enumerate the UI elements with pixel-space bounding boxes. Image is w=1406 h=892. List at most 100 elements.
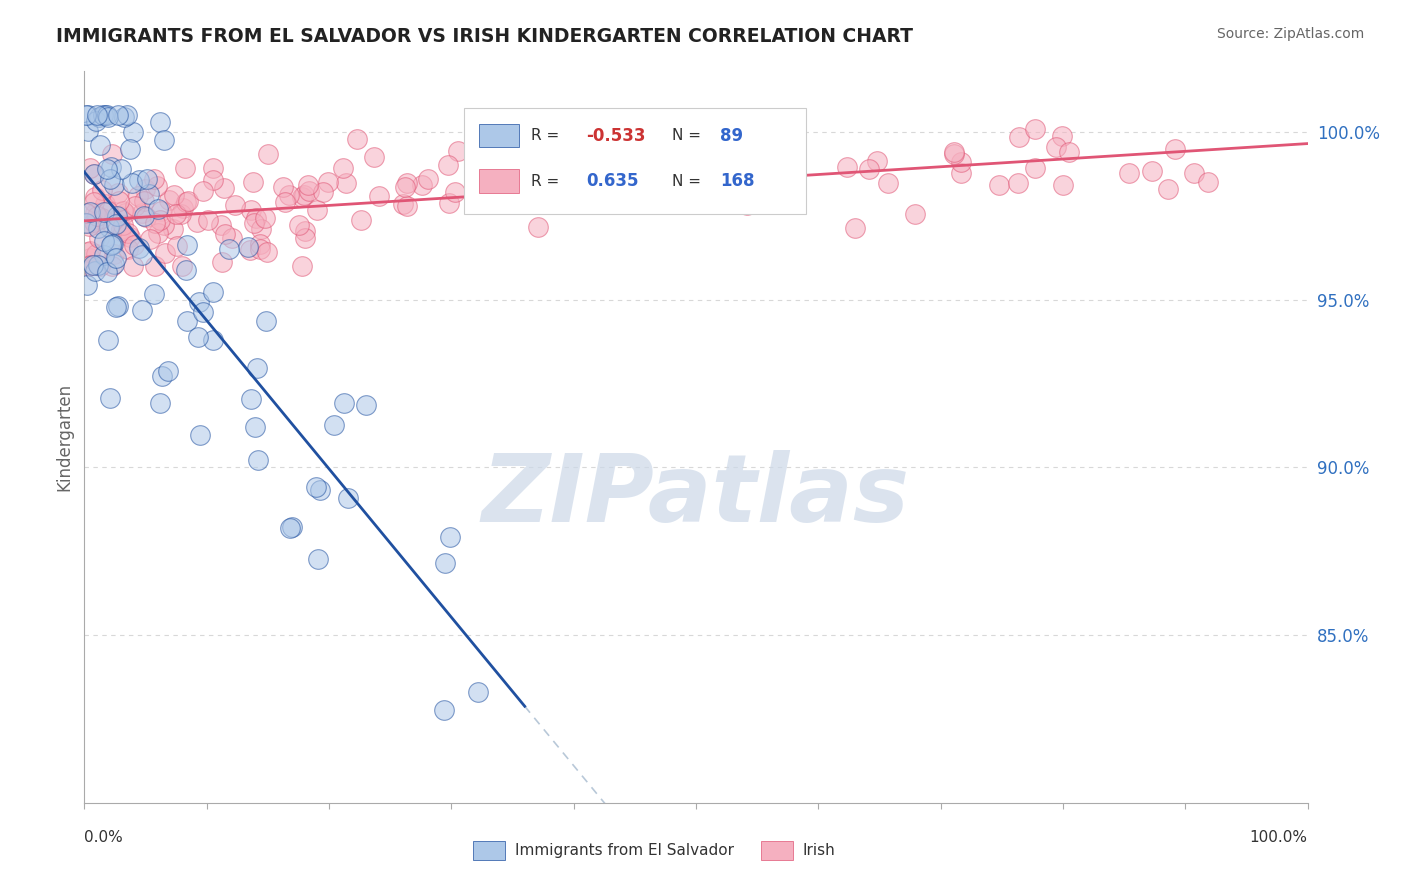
Point [988,178,1011,192]
Point [214,181,236,195]
Point [682,147,704,161]
Point [79,161,101,175]
Point [187,330,209,344]
Point [84,190,107,204]
Point [436,158,458,172]
Point [943,146,966,161]
Point [669,197,692,211]
Point [101,147,124,161]
Point [332,161,354,176]
Point [117,108,139,122]
Point [93,204,115,219]
Text: 168: 168 [720,172,755,190]
Point [131,206,153,220]
Point [127,189,149,203]
Point [188,294,211,309]
Point [103,247,125,261]
Point [79,244,101,259]
Point [153,246,176,260]
Point [90,183,112,197]
Point [512,180,534,194]
Point [157,193,180,207]
Point [1045,140,1067,154]
Point [131,247,153,261]
Point [107,299,129,313]
Point [143,259,166,273]
Point [82,258,104,272]
FancyBboxPatch shape [761,841,793,860]
Point [96,161,118,176]
Point [128,240,150,254]
Point [439,196,461,211]
Point [772,168,794,182]
Point [122,125,145,139]
Point [1024,121,1046,136]
Point [211,255,233,269]
Point [146,178,169,193]
Point [240,392,263,406]
Point [363,150,385,164]
Point [79,259,101,273]
Point [243,420,266,434]
Point [482,193,505,207]
Point [110,209,132,223]
Point [844,221,866,235]
Point [87,220,110,235]
Point [444,185,467,199]
Point [105,217,128,231]
Point [98,391,121,405]
Point [245,211,267,226]
Point [311,185,333,199]
Text: R =: R = [531,174,564,188]
Point [103,257,125,271]
Point [446,144,468,158]
Point [76,108,98,122]
Point [143,287,166,301]
Point [98,220,121,235]
Point [77,219,100,233]
Point [433,556,456,570]
Point [176,238,198,252]
Point [138,187,160,202]
Point [630,178,652,193]
Point [174,194,197,209]
Point [97,110,120,124]
Point [242,175,264,189]
Point [117,243,139,257]
Point [257,147,280,161]
Point [97,203,120,218]
Point [669,178,692,192]
Text: IMMIGRANTS FROM EL SALVADOR VS IRISH KINDERGARTEN CORRELATION CHART: IMMIGRANTS FROM EL SALVADOR VS IRISH KIN… [56,27,914,45]
Point [652,147,675,161]
Point [136,172,159,186]
Point [108,194,131,209]
Point [100,238,122,252]
Point [1157,182,1180,196]
Point [209,218,232,232]
Point [107,209,129,223]
Point [367,189,389,203]
Point [527,219,550,234]
Point [122,237,145,252]
Point [574,148,596,162]
Point [463,179,485,194]
Point [83,167,105,181]
Point [89,259,111,273]
Point [87,258,110,272]
Point [1052,128,1074,143]
Point [107,108,129,122]
Point [96,265,118,279]
Point [309,483,332,497]
Point [949,166,972,180]
Point [79,204,101,219]
Point [98,171,121,186]
Point [94,108,117,122]
Point [201,334,224,348]
Point [75,108,97,122]
Point [278,187,301,202]
Point [96,108,118,122]
Point [143,216,166,230]
Point [83,195,105,210]
Point [250,221,273,235]
Text: N =: N = [672,174,706,188]
